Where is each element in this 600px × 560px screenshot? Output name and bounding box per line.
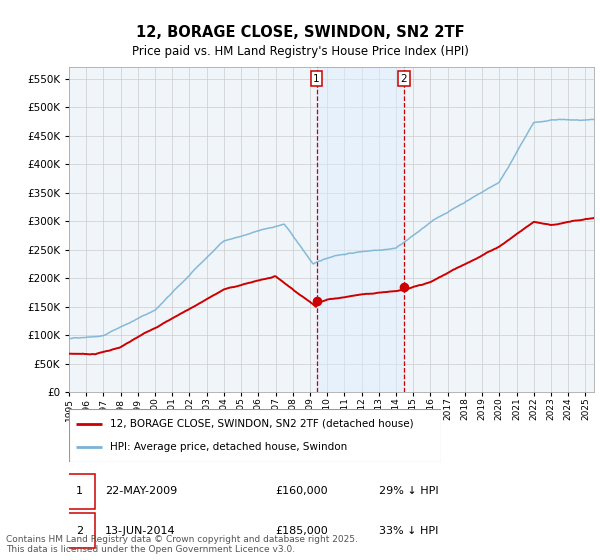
Text: 2: 2 — [400, 73, 407, 83]
Text: £185,000: £185,000 — [275, 526, 328, 535]
Text: 13-JUN-2014: 13-JUN-2014 — [105, 526, 176, 535]
Text: 22-MAY-2009: 22-MAY-2009 — [105, 487, 178, 496]
FancyBboxPatch shape — [64, 474, 95, 508]
Text: 29% ↓ HPI: 29% ↓ HPI — [379, 487, 438, 496]
Bar — [317, 67, 404, 392]
Text: 2: 2 — [76, 526, 83, 535]
FancyBboxPatch shape — [64, 514, 95, 548]
Text: 33% ↓ HPI: 33% ↓ HPI — [379, 526, 438, 535]
Text: £160,000: £160,000 — [275, 487, 328, 496]
Text: 1: 1 — [76, 487, 83, 496]
Text: 12, BORAGE CLOSE, SWINDON, SN2 2TF: 12, BORAGE CLOSE, SWINDON, SN2 2TF — [136, 25, 464, 40]
Point — [399, 282, 409, 291]
Text: Price paid vs. HM Land Registry's House Price Index (HPI): Price paid vs. HM Land Registry's House … — [131, 45, 469, 58]
Text: HPI: Average price, detached house, Swindon: HPI: Average price, detached house, Swin… — [110, 442, 347, 452]
Text: 12, BORAGE CLOSE, SWINDON, SN2 2TF (detached house): 12, BORAGE CLOSE, SWINDON, SN2 2TF (deta… — [110, 419, 413, 429]
FancyBboxPatch shape — [69, 409, 441, 462]
Point — [312, 296, 322, 305]
Text: 1: 1 — [313, 73, 320, 83]
Text: Contains HM Land Registry data © Crown copyright and database right 2025.
This d: Contains HM Land Registry data © Crown c… — [6, 535, 358, 554]
